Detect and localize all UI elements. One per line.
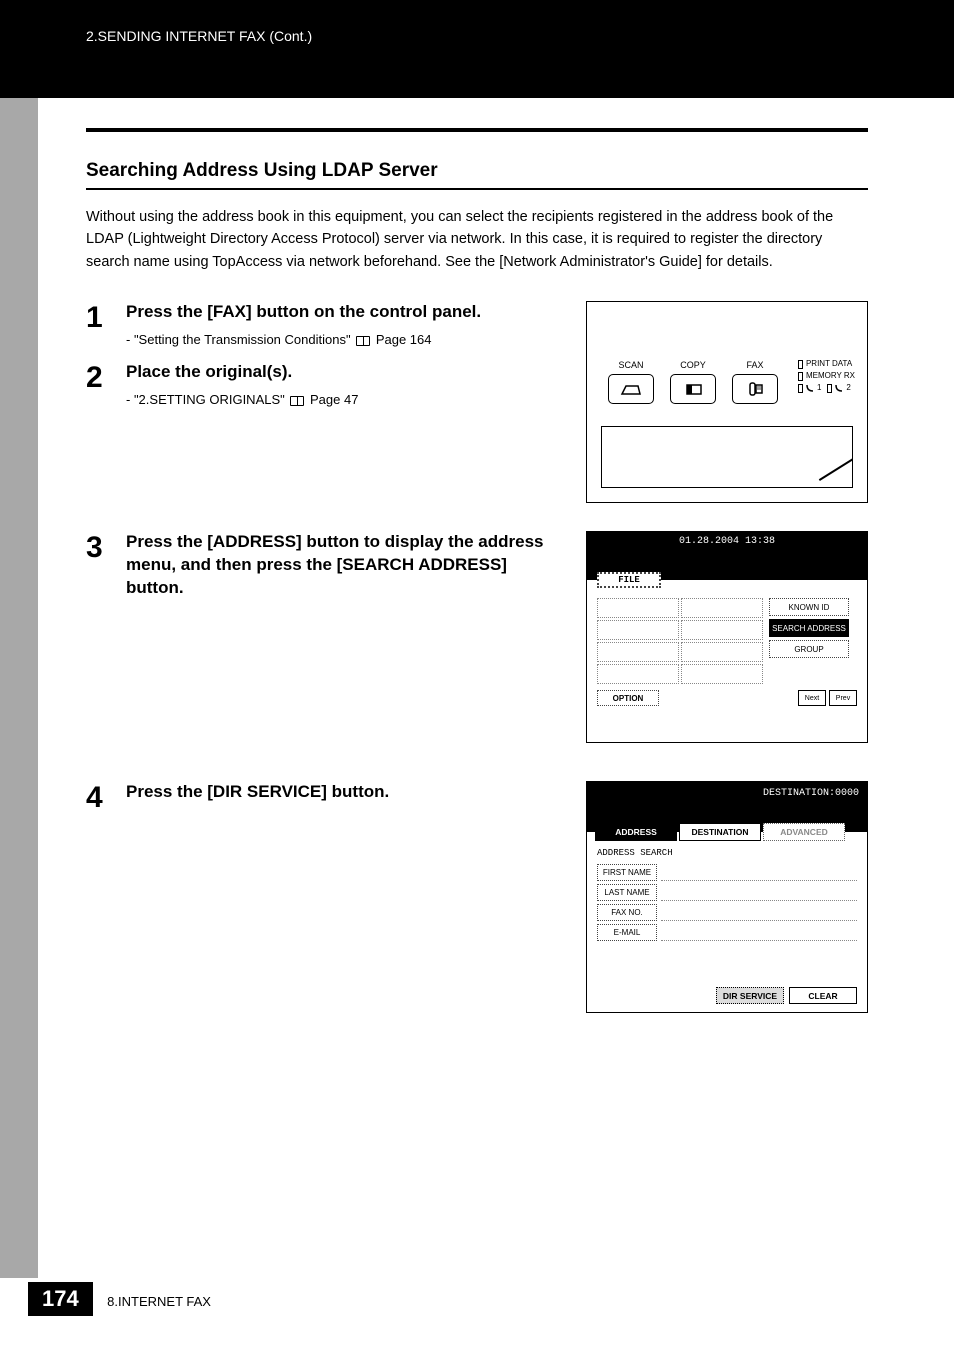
step-1-note-page: Page 164 <box>376 332 432 347</box>
copy-button: COPY <box>667 360 719 404</box>
last-name-label: LAST NAME <box>597 884 657 901</box>
grid-cell <box>681 664 763 684</box>
header-bar: 2.SENDING INTERNET FAX (Cont.) <box>0 0 954 98</box>
destination-label: DESTINATION:0000 <box>763 788 859 799</box>
led-icon <box>798 372 803 381</box>
last-name-input <box>661 884 857 901</box>
section-title: Searching Address Using LDAP Server <box>86 160 868 190</box>
divider <box>86 128 868 132</box>
page-number: 174 <box>28 1282 93 1316</box>
clear-button: CLEAR <box>789 987 857 1004</box>
option-button: OPTION <box>597 690 659 706</box>
email-label: E-MAIL <box>597 924 657 941</box>
email-input <box>661 924 857 941</box>
intro-text: Without using the address book in this e… <box>86 206 868 273</box>
grid-cell <box>597 598 679 618</box>
phone-icon <box>806 384 814 392</box>
grid-cell <box>681 620 763 640</box>
fax-button: FAX <box>729 360 781 404</box>
dir-service-button: DIR SERVICE <box>716 987 784 1004</box>
grid-cell <box>597 620 679 640</box>
step-2-note-text: - "2.SETTING ORIGINALS" <box>126 392 285 407</box>
grid-cell <box>681 598 763 618</box>
step-1-row: 1 Press the [FAX] button on the control … <box>86 301 868 511</box>
advanced-tab: ADVANCED <box>763 823 845 841</box>
step-1-note-text: - "Setting the Transmission Conditions" <box>126 332 351 347</box>
step-2-note-page: Page 47 <box>310 392 358 407</box>
step-number-4: 4 <box>86 781 126 1021</box>
step-number-3: 3 <box>86 531 126 761</box>
scan-button: SCAN <box>605 360 657 404</box>
group-button: GROUP <box>769 640 849 658</box>
led-icon <box>798 360 803 369</box>
footer-chapter: 8.INTERNET FAX <box>107 1294 211 1309</box>
led-icon <box>798 384 803 393</box>
page-content: Searching Address Using LDAP Server With… <box>0 98 954 1021</box>
next-button: Next <box>798 690 826 706</box>
figure-1: SCAN COPY FAX <box>586 301 868 503</box>
fig1-status-leds: PRINT DATA MEMORY RX 1 2 <box>798 358 855 394</box>
fig2-datetime: 01.28.2004 13:38 <box>679 536 775 547</box>
breadcrumb: 2.SENDING INTERNET FAX (Cont.) <box>86 28 312 44</box>
step-3-title: Press the [ADDRESS] button to display th… <box>126 531 566 600</box>
step-number-2: 2 <box>86 361 126 411</box>
first-name-input <box>661 864 857 881</box>
grid-cell <box>597 642 679 662</box>
fax-no-label: FAX NO. <box>597 904 657 921</box>
step-1-title: Press the [FAX] button on the control pa… <box>126 301 566 324</box>
file-tab: FILE <box>597 572 661 588</box>
fig1-lcd <box>601 426 853 488</box>
address-tab: ADDRESS <box>595 823 677 841</box>
fax-no-input <box>661 904 857 921</box>
fig2-header: 01.28.2004 13:38 FILE <box>587 532 867 580</box>
scan-icon <box>608 374 654 404</box>
address-search-label: ADDRESS SEARCH <box>597 848 857 858</box>
book-icon <box>356 336 370 346</box>
step-4-title: Press the [DIR SERVICE] button. <box>126 781 566 804</box>
step-1-note: - "Setting the Transmission Conditions" … <box>126 332 566 347</box>
step-2-note: - "2.SETTING ORIGINALS" Page 47 <box>126 392 566 407</box>
known-id-button: KNOWN ID <box>769 598 849 616</box>
figure-3: DESTINATION:0000 ADDRESS DESTINATION ADV… <box>586 781 868 1013</box>
step-number-1: 1 <box>86 301 126 351</box>
step-3-row: 3 Press the [ADDRESS] button to display … <box>86 531 868 761</box>
grid-cell <box>681 642 763 662</box>
grid-cell <box>597 664 679 684</box>
search-address-button: SEARCH ADDRESS <box>769 619 849 637</box>
book-icon <box>290 396 304 406</box>
prev-button: Prev <box>829 690 857 706</box>
first-name-label: FIRST NAME <box>597 864 657 881</box>
page-footer: 174 8.INTERNET FAX <box>0 1282 954 1316</box>
figure-2: 01.28.2004 13:38 FILE K <box>586 531 868 743</box>
phone-icon <box>835 384 843 392</box>
fax-icon <box>732 374 778 404</box>
fig3-header: DESTINATION:0000 ADDRESS DESTINATION ADV… <box>587 782 867 832</box>
copy-icon <box>670 374 716 404</box>
step-2-title: Place the original(s). <box>126 361 566 384</box>
led-icon <box>827 384 832 393</box>
step-4-row: 4 Press the [DIR SERVICE] button. DESTIN… <box>86 781 868 1021</box>
destination-tab: DESTINATION <box>679 823 761 841</box>
fig2-address-grid <box>597 598 763 684</box>
